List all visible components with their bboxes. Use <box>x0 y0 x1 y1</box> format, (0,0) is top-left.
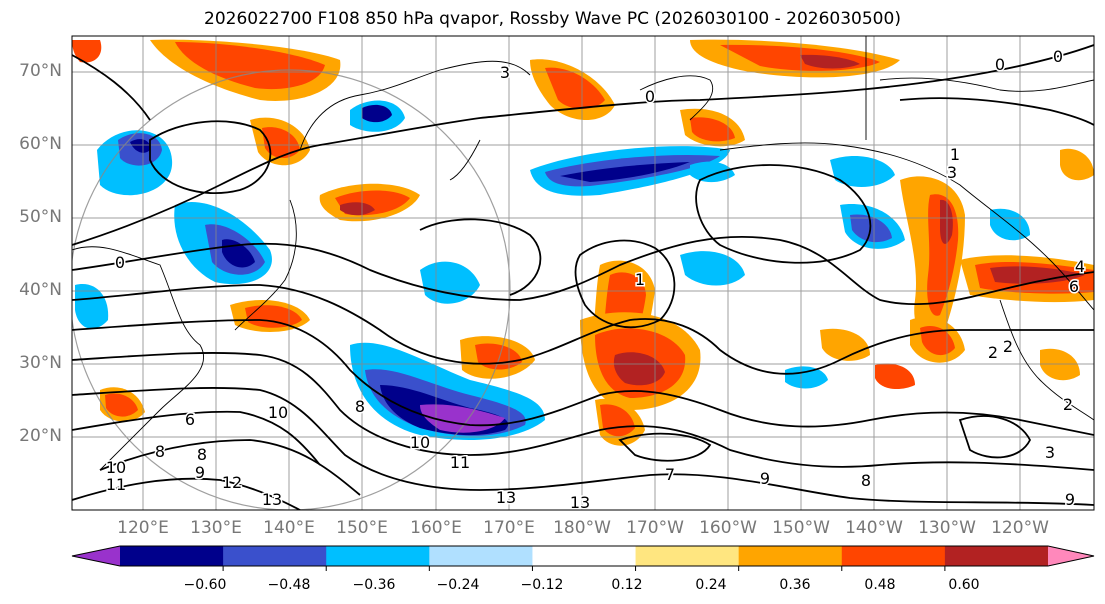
contour-label: 7 <box>665 465 675 484</box>
figure-title: 2026022700 F108 850 hPa qvapor, Rossby W… <box>204 9 901 29</box>
colorbar-outline <box>71 545 1095 567</box>
map-frame <box>71 35 1095 511</box>
contour-label: 3 <box>500 63 510 82</box>
colorbar-extend-high <box>1048 546 1094 566</box>
contour-label: 0 <box>115 253 125 272</box>
lon-label-170w: 170°W <box>626 518 684 538</box>
lat-label-70n: 70°N <box>19 61 62 81</box>
contour-label: 2 <box>988 343 998 362</box>
contour-label: 3 <box>1045 443 1055 462</box>
negative-anomaly-patches <box>75 100 1030 440</box>
lon-label-130w: 130°W <box>918 518 976 538</box>
contour-label: 8 <box>355 397 365 416</box>
lon-label-160w: 160°W <box>699 518 757 538</box>
colorbar-segment <box>429 546 533 566</box>
black-contours <box>72 44 1094 510</box>
colorbar-segment <box>532 546 637 566</box>
contour-label: 9 <box>760 469 770 488</box>
lon-label-170e: 170°E <box>483 518 535 538</box>
colorbar-extend-low <box>72 546 120 566</box>
colorbar-segment <box>944 546 1049 566</box>
colorbar-tick-label: 0.48 <box>864 577 896 593</box>
coastlines <box>72 36 1094 471</box>
lon-label-120w: 120°W <box>991 518 1049 538</box>
lat-label-50n: 50°N <box>19 207 62 227</box>
contour-label: 13 <box>262 490 282 509</box>
contour-label: 1 <box>635 270 645 289</box>
colorbar-segment <box>326 546 430 566</box>
contour-label: 9 <box>1065 490 1075 509</box>
lon-label-160e: 160°E <box>410 518 462 538</box>
colorbar-tick-label: 0.60 <box>948 577 980 593</box>
contour-label: 4 <box>1075 257 1085 276</box>
map-area <box>72 36 1094 510</box>
lat-label-60n: 60°N <box>19 134 62 154</box>
lat-label-20n: 20°N <box>19 426 62 446</box>
colorbar-tick-label: −0.12 <box>520 577 564 593</box>
colorbar-tick-label: 0.12 <box>611 577 643 593</box>
lon-label-180w: 180°W <box>553 518 611 538</box>
lat-label-30n: 30°N <box>19 353 62 373</box>
lon-label-140e: 140°E <box>263 518 315 538</box>
contour-label: 0 <box>1053 47 1063 66</box>
colorbar-tick-label: −0.24 <box>436 577 480 593</box>
contour-label: 8 <box>197 445 207 464</box>
colorbar-tick-label: −0.48 <box>267 577 311 593</box>
graticule <box>72 36 1094 510</box>
colorbar-segment <box>223 546 327 566</box>
colorbar-segment <box>738 546 843 566</box>
colorbar <box>71 545 1095 571</box>
lon-label-150e: 150°E <box>336 518 388 538</box>
lon-label-130e: 130°E <box>190 518 242 538</box>
lon-label-140w: 140°W <box>845 518 903 538</box>
contour-label: 10 <box>106 458 126 477</box>
contour-label: 2 <box>1063 395 1073 414</box>
contour-label: 9 <box>195 463 205 482</box>
colorbar-tick-label: 0.24 <box>695 577 727 593</box>
colorbar-segment <box>635 546 740 566</box>
colorbar-tick-label: −0.60 <box>183 577 227 593</box>
contour-label: 2 <box>1003 337 1013 356</box>
contour-label: 6 <box>185 410 195 429</box>
contour-label: 3 <box>947 163 957 182</box>
contour-label: 0 <box>995 55 1005 74</box>
contour-label: 10 <box>410 433 430 452</box>
colorbar-segment <box>120 546 224 566</box>
contour-label: 12 <box>222 473 242 492</box>
contour-label: 13 <box>496 488 516 507</box>
lon-label-150w: 150°W <box>772 518 830 538</box>
colorbar-segment <box>841 546 946 566</box>
colorbar-tick-label: −0.36 <box>352 577 396 593</box>
contour-label: 0 <box>645 87 655 106</box>
contour-label: 1 <box>950 145 960 164</box>
contour-label: 8 <box>861 471 871 490</box>
contour-label: 11 <box>450 453 470 472</box>
contour-label: 11 <box>106 475 126 494</box>
contour-label: 13 <box>570 493 590 512</box>
contour-label: 6 <box>1069 277 1079 296</box>
lat-label-40n: 40°N <box>19 280 62 300</box>
contour-label: 10 <box>268 403 288 422</box>
contour-label: 8 <box>155 442 165 461</box>
lon-label-120e: 120°E <box>117 518 169 538</box>
colorbar-tick-label: 0.36 <box>779 577 811 593</box>
